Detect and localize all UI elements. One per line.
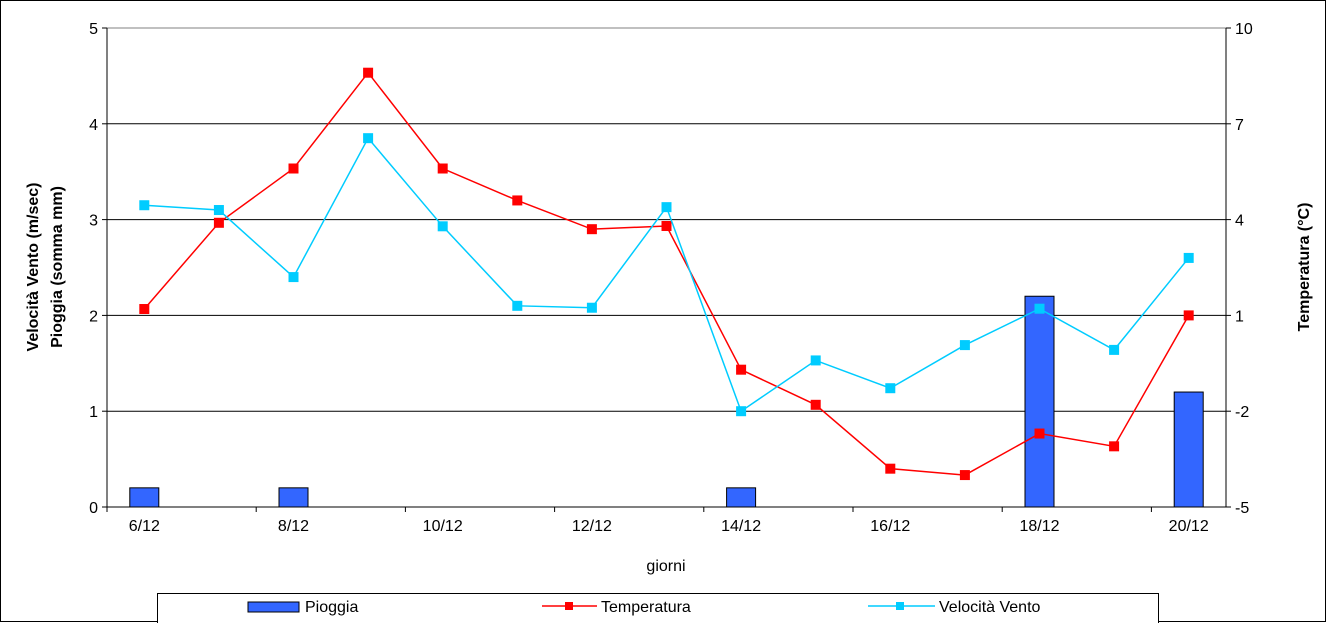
bars-layer [129, 295, 1204, 508]
point-temperatura [437, 163, 448, 174]
bar-pioggia [1024, 295, 1055, 508]
point-temperatura [139, 304, 150, 315]
legend-label-vento: Velocità Vento [939, 599, 1041, 616]
legend-label-temperatura: Temperatura [601, 599, 691, 616]
point-temperatura [959, 470, 970, 481]
point-velocit-vento [437, 221, 448, 232]
x-tick-label: 16/12 [870, 518, 910, 535]
legend: Pioggia Temperatura Velocità Vento [157, 593, 1159, 627]
point-velocit-vento [736, 406, 747, 417]
y-left-axis-title-2: Pioggia (somma mm) [49, 186, 66, 348]
y-left-tick-label: 4 [89, 117, 98, 134]
point-temperatura [213, 217, 224, 228]
y-right-tick-label: 10 [1235, 21, 1253, 38]
legend-box [157, 593, 1159, 627]
x-tick-label: 10/12 [423, 518, 463, 535]
point-temperatura [363, 67, 374, 78]
point-velocit-vento [512, 300, 523, 311]
y-left-axis-title-1: Velocità Vento (m/sec) [25, 183, 42, 352]
point-temperatura [1109, 441, 1120, 452]
point-temperatura [1183, 310, 1194, 321]
legend-swatch-pioggia [247, 601, 300, 613]
x-axis-title: giorni [646, 558, 685, 575]
y-right-tick-label: -2 [1235, 404, 1249, 421]
legend-swatch-vento-marker [896, 602, 904, 610]
point-velocit-vento [1109, 344, 1120, 355]
y-left-tick-label: 3 [89, 213, 98, 230]
point-velocit-vento [810, 355, 821, 366]
axes: 0 1 2 3 4 5 -5 -2 1 4 7 10 6/12 8/12 10/12 12/12 14/12 16… [89, 21, 1253, 535]
y-left-tick-label: 5 [89, 21, 98, 38]
y-right-tick-label: -5 [1235, 500, 1249, 517]
point-temperatura [1034, 428, 1045, 439]
axis-titles: giorni Velocità Vento (m/sec) Pioggia (s… [25, 183, 1313, 575]
point-temperatura [661, 220, 672, 231]
y-left-tick-label: 2 [89, 308, 98, 325]
bar-pioggia [726, 487, 757, 508]
point-velocit-vento [586, 302, 597, 313]
point-velocit-vento [363, 133, 374, 144]
x-tick-label: 6/12 [129, 518, 160, 535]
lines-layer [139, 67, 1194, 481]
point-velocit-vento [1034, 303, 1045, 314]
point-velocit-vento [288, 272, 299, 283]
y-right-tick-label: 1 [1235, 308, 1244, 325]
point-temperatura [885, 463, 896, 474]
point-temperatura [810, 399, 821, 410]
point-velocit-vento [139, 200, 150, 211]
y-left-tick-label: 0 [89, 500, 98, 517]
point-temperatura [288, 163, 299, 174]
point-velocit-vento [661, 202, 672, 213]
point-velocit-vento [885, 383, 896, 394]
point-velocit-vento [213, 205, 224, 216]
y-right-axis-title: Temperatura (°C) [1296, 203, 1313, 332]
point-temperatura [586, 224, 597, 235]
x-tick-label: 14/12 [721, 518, 761, 535]
x-tick-label: 8/12 [278, 518, 309, 535]
legend-label-pioggia: Pioggia [305, 599, 358, 616]
bar-pioggia [1173, 391, 1204, 508]
legend-swatch-temperatura-marker [565, 602, 573, 610]
point-temperatura [512, 195, 523, 206]
x-tick-label: 20/12 [1169, 518, 1209, 535]
point-velocit-vento [959, 340, 970, 351]
point-temperatura [736, 364, 747, 375]
y-right-tick-label: 4 [1235, 213, 1244, 230]
bar-pioggia [129, 487, 160, 508]
y-left-tick-label: 1 [89, 404, 98, 421]
y-right-tick-label: 7 [1235, 117, 1244, 134]
x-tick-label: 18/12 [1019, 518, 1059, 535]
point-velocit-vento [1183, 252, 1194, 263]
bar-pioggia [278, 487, 309, 508]
x-tick-label: 12/12 [572, 518, 612, 535]
